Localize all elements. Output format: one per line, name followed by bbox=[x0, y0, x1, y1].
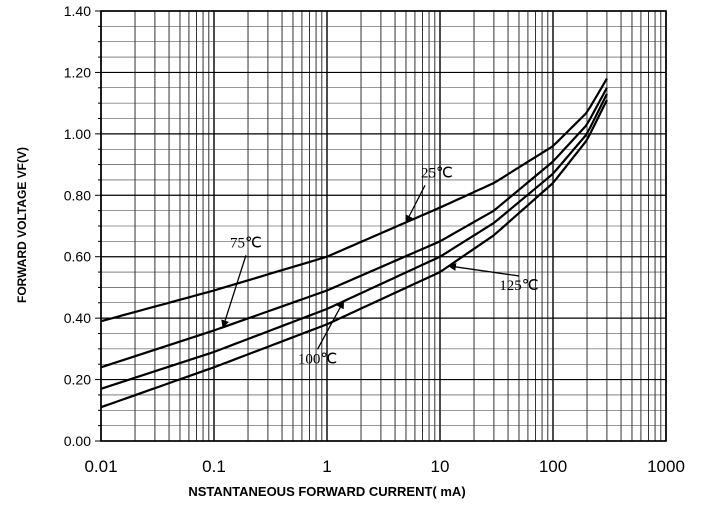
x-tick-label: 100 bbox=[539, 457, 567, 476]
annotation-label: 25℃ bbox=[421, 165, 453, 181]
annotation-label: 75℃ bbox=[230, 235, 262, 251]
x-axis-title: NSTANTANEOUS FORWARD CURRENT( mA) bbox=[188, 484, 465, 499]
y-tick-label: 0.80 bbox=[64, 187, 91, 203]
annotation-leader bbox=[405, 185, 426, 224]
y-tick-label: 0.00 bbox=[64, 433, 91, 449]
annotation-leader bbox=[316, 300, 345, 350]
series-line bbox=[100, 87, 608, 369]
tick-labels: 0.00 0.20 0.40 0.60 0.80 1.00 1.20 1.40 0.01 0.1 1… bbox=[64, 3, 685, 476]
y-tick-label: 0.60 bbox=[64, 249, 91, 265]
grid bbox=[95, 10, 667, 442]
annotation-label: 100℃ bbox=[298, 351, 337, 367]
y-tick-label: 1.40 bbox=[64, 3, 91, 19]
y-axis-title: FORWARD VOLTAGE VF(V) bbox=[15, 147, 29, 303]
annotation-leader bbox=[447, 262, 520, 277]
annotation-label: 125℃ bbox=[499, 278, 538, 294]
series-line bbox=[100, 78, 608, 323]
plot-frame bbox=[100, 10, 667, 442]
x-tick-label: 1 bbox=[322, 457, 331, 476]
y-tick-label: 0.40 bbox=[64, 310, 91, 326]
series-line bbox=[100, 93, 608, 390]
y-tick-label: 1.20 bbox=[64, 64, 91, 80]
annotation-leader bbox=[221, 255, 247, 329]
curve-annotations: 25℃ 75℃ 100℃ 125℃ bbox=[221, 165, 539, 367]
x-tick-label: 0.1 bbox=[202, 457, 226, 476]
x-tick-label: 10 bbox=[431, 457, 450, 476]
x-tick-label: 0.01 bbox=[84, 457, 117, 476]
series-line bbox=[100, 99, 608, 409]
series-lines bbox=[100, 78, 608, 409]
y-tick-label: 1.00 bbox=[64, 126, 91, 142]
y-tick-label: 0.20 bbox=[64, 372, 91, 388]
x-tick-label: 1000 bbox=[647, 457, 685, 476]
